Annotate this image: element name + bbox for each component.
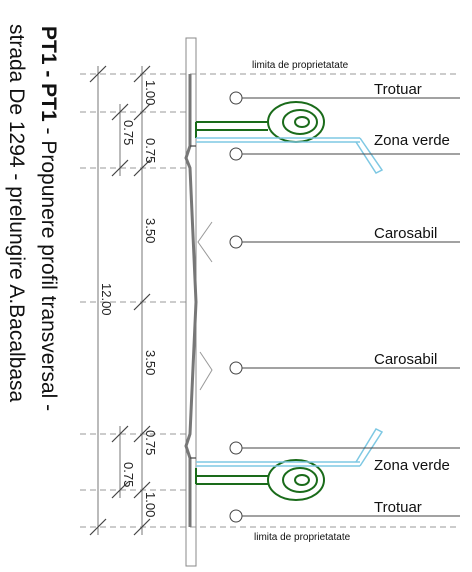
title-line-1: PT1 - PT1 - Propunere profil transversal…	[36, 26, 60, 411]
label-leaders	[229, 91, 460, 523]
dimension-lines	[97, 66, 143, 535]
dim-middle-top: 0.75	[121, 120, 136, 145]
limit-bottom-label: limita de proprietatate	[254, 532, 351, 543]
limit-top-label: limita de proprietatate	[252, 60, 349, 71]
green-zone-top	[195, 101, 325, 143]
axis-arrows	[197, 221, 213, 391]
dim-sidewalk-top: 1.00	[143, 80, 158, 105]
dim-sidewalk-bottom: 1.00	[143, 492, 158, 517]
road-top-label: Carosabil	[374, 225, 437, 242]
green-zone-bottom	[195, 459, 325, 501]
dim-green-bottom: 0.75	[143, 430, 158, 455]
sidewalk-top-label: Trotuar	[374, 81, 422, 98]
dim-green-top: 0.75	[143, 138, 158, 163]
dim-road-bottom: 3.50	[143, 350, 158, 375]
road-surface	[184, 74, 198, 527]
road-bottom-label: Carosabil	[374, 351, 437, 368]
dimension-texts: 1.00 0.75 3.50 3.50 0.75 1.00 0.75 0.75 …	[99, 80, 158, 517]
labels: limita de proprietatate Trotuar Zona ver…	[252, 60, 450, 543]
dim-road-top: 3.50	[143, 218, 158, 243]
dimension-ticks	[89, 65, 151, 536]
title-code: PT1 - PT1	[37, 26, 60, 122]
title-main: - Propunere profil transversal -	[37, 121, 60, 412]
sidewalk-bottom-label: Trotuar	[374, 499, 422, 516]
guide-lines	[80, 73, 460, 528]
green-zone-surface	[196, 137, 384, 467]
green-top-label: Zona verde	[374, 132, 450, 149]
dim-total: 12.00	[99, 283, 114, 316]
curbs	[190, 145, 196, 459]
dim-middle-bottom: 0.75	[121, 462, 136, 487]
title-line-2: strada De 1294 - prelungire A.Bacalbasa	[5, 24, 28, 403]
green-bottom-label: Zona verde	[374, 457, 450, 474]
